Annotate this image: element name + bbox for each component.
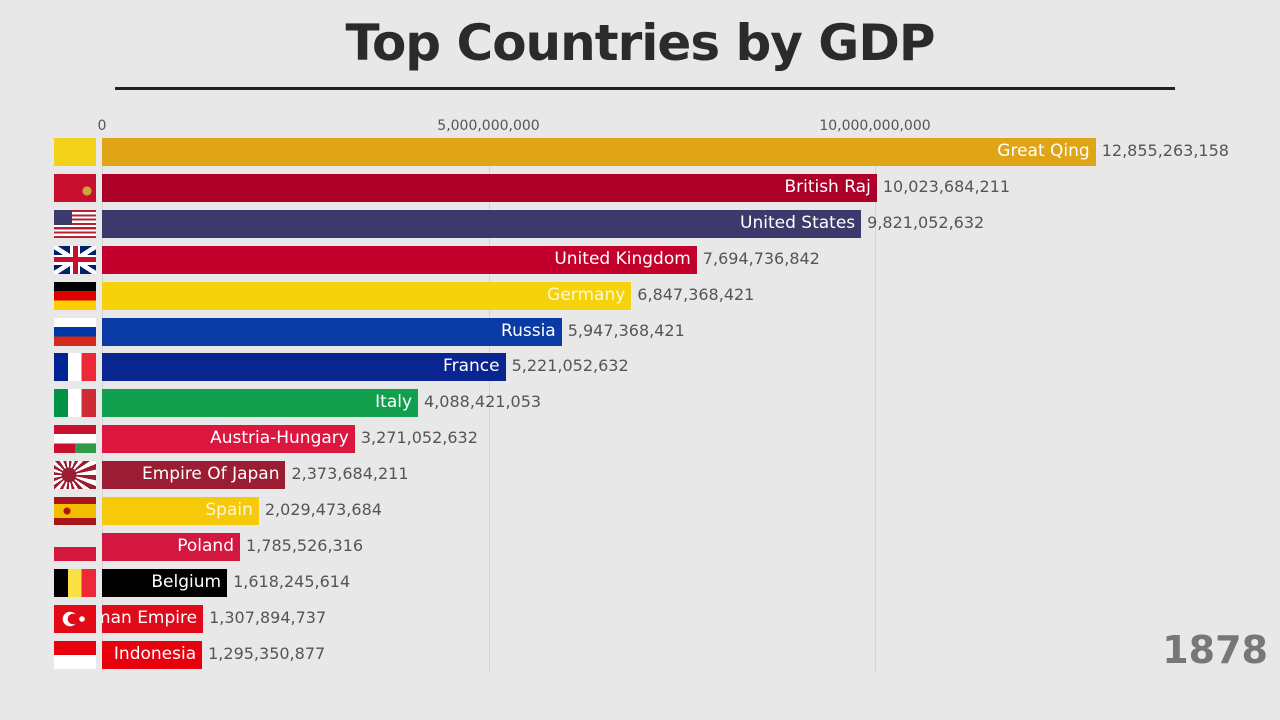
bar: Russia [102, 317, 562, 346]
austria-hungary-flag-icon [54, 425, 96, 454]
bar-category-label: British Raj [784, 176, 871, 197]
bar-category-label: Germany [547, 284, 626, 305]
bar-row: France 5,221,052,632 [0, 353, 1280, 382]
belgium-flag-icon [54, 568, 96, 597]
bar: United States [102, 209, 862, 238]
bar-category-label: Great Qing [997, 141, 1090, 161]
bar-value-label: 2,373,684,211 [291, 464, 409, 484]
france-flag-icon [54, 353, 96, 382]
bar-row: Poland 1,785,526,316 [0, 532, 1280, 561]
bar: Austria-Hungary [102, 425, 355, 454]
bar: Belgium [102, 568, 228, 597]
bar-row: Ottoman Empire 1,307,894,737 [0, 604, 1280, 633]
bar-category-label: France [443, 356, 500, 377]
bar-value-label: 1,785,526,316 [246, 535, 364, 555]
bar-value-label: 1,307,894,737 [209, 607, 327, 627]
bar: Poland [102, 532, 241, 561]
bar-value-label: 3,271,052,632 [360, 428, 478, 448]
bar-value-label: 12,855,263,158 [1101, 141, 1229, 160]
bar: France [102, 353, 506, 382]
germany-flag-icon [54, 281, 96, 310]
qing-flag-icon [54, 138, 96, 166]
chart-title: Top Countries by GDP [345, 14, 935, 72]
bar: Italy [102, 389, 419, 418]
bar-category-label: Italy [375, 392, 413, 413]
bar: British Raj [102, 173, 877, 202]
bar-category-label: United Kingdom [554, 248, 691, 269]
bar-row: Belgium 1,618,245,614 [0, 568, 1280, 597]
bar-row: United States 9,821,052,632 [0, 209, 1280, 238]
bar-row: Russia 5,947,368,421 [0, 317, 1280, 346]
year-label: 1878 [1162, 628, 1268, 672]
bar-value-label: 1,295,350,877 [208, 643, 326, 663]
poland-flag-icon [54, 532, 96, 561]
bar-row: United Kingdom 7,694,736,842 [0, 245, 1280, 274]
bar: Spain [102, 497, 259, 525]
bar-value-label: 9,821,052,632 [867, 212, 985, 232]
bar-row: Italy 4,088,421,053 [0, 389, 1280, 418]
bar-category-label: Poland [177, 535, 235, 556]
bar-value-label: 4,088,421,053 [424, 392, 542, 412]
bar-value-label: 10,023,684,211 [882, 176, 1011, 196]
russia-flag-icon [54, 317, 96, 346]
uk-flag-icon [54, 245, 96, 274]
bar-category-label: Russia [501, 320, 556, 341]
bar-category-label: Indonesia [113, 643, 197, 664]
bar-row: Empire Of Japan 2,373,684,211 [0, 461, 1280, 490]
gridline [875, 138, 876, 673]
bar-row: Spain 2,029,473,684 [0, 497, 1280, 525]
british-raj-flag-icon [54, 173, 96, 202]
bar: Ottoman Empire [102, 604, 204, 633]
bar: Great Qing [102, 138, 1096, 166]
bar-value-label: 5,947,368,421 [567, 320, 685, 340]
bar-category-label: United States [740, 212, 856, 233]
bar-value-label: 2,029,473,684 [264, 500, 382, 519]
x-tick-label: 0 [97, 118, 107, 134]
x-tick-label: 10,000,000,000 [819, 118, 931, 134]
bar: United Kingdom [102, 245, 697, 274]
bar-category-label: Spain [205, 500, 253, 520]
bar: Indonesia [102, 640, 203, 669]
italy-flag-icon [54, 389, 96, 418]
spain-flag-icon [54, 497, 96, 525]
bar: Empire Of Japan [102, 461, 286, 490]
bar-category-label: Belgium [151, 571, 222, 592]
bar-row: Great Qing 12,855,263,158 [0, 138, 1280, 166]
bar-category-label: Empire Of Japan [142, 464, 280, 485]
bar-row: Indonesia 1,295,350,877 [0, 640, 1280, 669]
bar-value-label: 6,847,368,421 [637, 284, 755, 304]
bar-value-label: 1,618,245,614 [233, 571, 351, 591]
bar-row: Austria-Hungary 3,271,052,632 [0, 425, 1280, 454]
gridline [488, 138, 490, 673]
ottoman-flag-icon [54, 604, 96, 633]
japan-rising-sun-flag-icon [54, 461, 96, 490]
bar-category-label: Austria-Hungary [210, 428, 349, 449]
bar-category-label: Ottoman Empire [102, 607, 198, 628]
indonesia-flag-icon [54, 640, 96, 669]
x-tick-label: 5,000,000,000 [437, 118, 540, 134]
bar-row: British Raj 10,023,684,211 [0, 173, 1280, 202]
bar-value-label: 7,694,736,842 [702, 248, 820, 268]
bar-row: Germany 6,847,368,421 [0, 281, 1280, 310]
bar: Germany [102, 281, 632, 310]
us-flag-icon [54, 209, 96, 238]
title-underline [115, 87, 1175, 90]
bar-value-label: 5,221,052,632 [511, 356, 629, 376]
